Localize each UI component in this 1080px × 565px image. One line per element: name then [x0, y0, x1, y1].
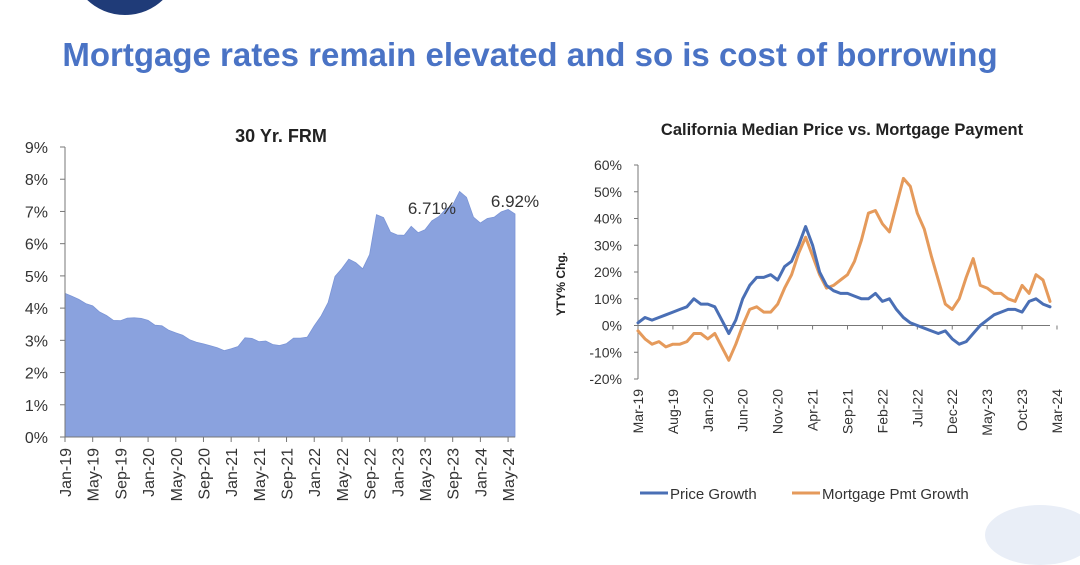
frm-x-tick-label: Jan-24 [473, 448, 490, 497]
ca-chart: California Median Price vs. Mortgage Pay… [554, 121, 1065, 503]
frm-chart-title: 30 Yr. FRM [235, 126, 327, 146]
frm-annotations: 6.71% 6.92% [408, 192, 539, 218]
ca-x-tick-label: Jul-22 [909, 389, 925, 427]
frm-x-tick-label: May-19 [86, 448, 103, 501]
ca-x-tick-label: Jan-20 [700, 389, 716, 432]
price-growth-line [636, 225, 1052, 346]
frm-x-tick-label: Jan-21 [224, 448, 241, 497]
frm-x-tick-label: Sep-19 [113, 448, 130, 500]
ca-y-tick-label: -10% [589, 344, 622, 360]
ca-x-tick-label: Oct-23 [1014, 389, 1030, 431]
frm-y-tick-label: 1% [25, 398, 48, 415]
frm-x-tick-label: May-20 [169, 448, 186, 501]
ca-y-tick-label: 0% [602, 318, 622, 334]
ca-y-tick-label: 10% [594, 291, 622, 307]
mortgage-pmt-growth-line [636, 176, 1052, 362]
ca-y-tick-label: 40% [594, 211, 622, 227]
frm-y-tick-label: 4% [25, 301, 48, 318]
ca-chart-title: California Median Price vs. Mortgage Pay… [661, 121, 1024, 139]
ca-x-tick-label: Sep-21 [840, 389, 856, 434]
ca-x-tick-label: Mar-24 [1049, 389, 1065, 434]
frm-y-axis: 0% 1% 2% 3% 4% 5% 6% 7% 8% 9% [25, 140, 66, 447]
ca-y-axis-label: YTY% Chg. [554, 252, 568, 316]
frm-chart: 30 Yr. FRM 0% 1% 2% 3% 4% 5% 6% 7% 8% 9% Jan-19 Ma… [25, 126, 539, 501]
frm-y-tick-label: 3% [25, 333, 48, 350]
frm-annotation-label: 6.92% [491, 192, 539, 211]
ca-series [636, 176, 1052, 362]
frm-y-tick-label: 8% [25, 172, 48, 189]
frm-x-tick-label: May-23 [418, 448, 435, 501]
ca-x-tick-label: Apr-21 [805, 389, 821, 431]
frm-x-tick-label: Sep-22 [363, 448, 380, 500]
ca-x-tick-label: May-23 [979, 389, 995, 436]
frm-x-axis: Jan-19 May-19 Sep-19 Jan-20 May-20 Sep-20 Jan-… [58, 436, 518, 501]
frm-annotation-label: 6.71% [408, 199, 456, 218]
legend-label-price-growth: Price Growth [670, 486, 757, 503]
frm-x-tick-label: Jan-22 [307, 448, 324, 497]
ca-y-tick-label: 50% [594, 184, 622, 200]
charts-canvas: 30 Yr. FRM 0% 1% 2% 3% 4% 5% 6% 7% 8% 9% Jan-19 Ma… [25, 121, 1065, 503]
frm-y-tick-label: 9% [25, 140, 48, 157]
ca-y-axis: 60% 50% 40% 30% 20% 10% 0% -10% -20% [589, 157, 639, 387]
slide-title: Mortgage rates remain elevated and so is… [62, 36, 998, 73]
frm-x-tick-label: Sep-20 [197, 448, 214, 500]
frm-y-tick-label: 2% [25, 366, 48, 383]
ca-x-tick-label: Jun-20 [735, 389, 751, 432]
ca-x-tick-label: Nov-20 [770, 389, 786, 434]
ca-x-tick-label: Aug-19 [665, 389, 681, 434]
frm-x-tick-label: Jan-20 [141, 448, 158, 497]
ca-legend: Price Growth Mortgage Pmt Growth [640, 486, 969, 503]
frm-y-tick-label: 0% [25, 430, 48, 447]
ca-x-tick-label: Dec-22 [944, 389, 960, 434]
ca-y-tick-label: 60% [594, 157, 622, 173]
ca-y-tick-label: -20% [589, 371, 622, 387]
ca-y-tick-label: 20% [594, 264, 622, 280]
ca-x-tick-label: Mar-19 [630, 389, 646, 434]
frm-y-tick-label: 6% [25, 237, 48, 254]
frm-y-tick-label: 7% [25, 204, 48, 221]
frm-x-tick-label: May-22 [335, 448, 352, 501]
ca-y-tick-label: 30% [594, 237, 622, 253]
frm-x-tick-label: Sep-21 [280, 448, 297, 500]
frm-y-tick-label: 5% [25, 269, 48, 286]
frm-x-tick-label: May-24 [501, 448, 518, 501]
ca-x-tick-label: Feb-22 [874, 389, 890, 434]
frm-x-tick-label: Sep-23 [446, 448, 463, 500]
frm-x-tick-label: May-21 [252, 448, 269, 501]
legend-label-mortgage-pmt-growth: Mortgage Pmt Growth [822, 486, 969, 503]
frm-x-tick-label: Jan-23 [390, 448, 407, 497]
frm-area-series [64, 190, 516, 438]
ca-x-axis: Mar-19 Aug-19 Jan-20 Jun-20 Nov-20 Apr-21 Sep-… [630, 325, 1065, 436]
frm-x-tick-label: Jan-19 [58, 448, 75, 497]
